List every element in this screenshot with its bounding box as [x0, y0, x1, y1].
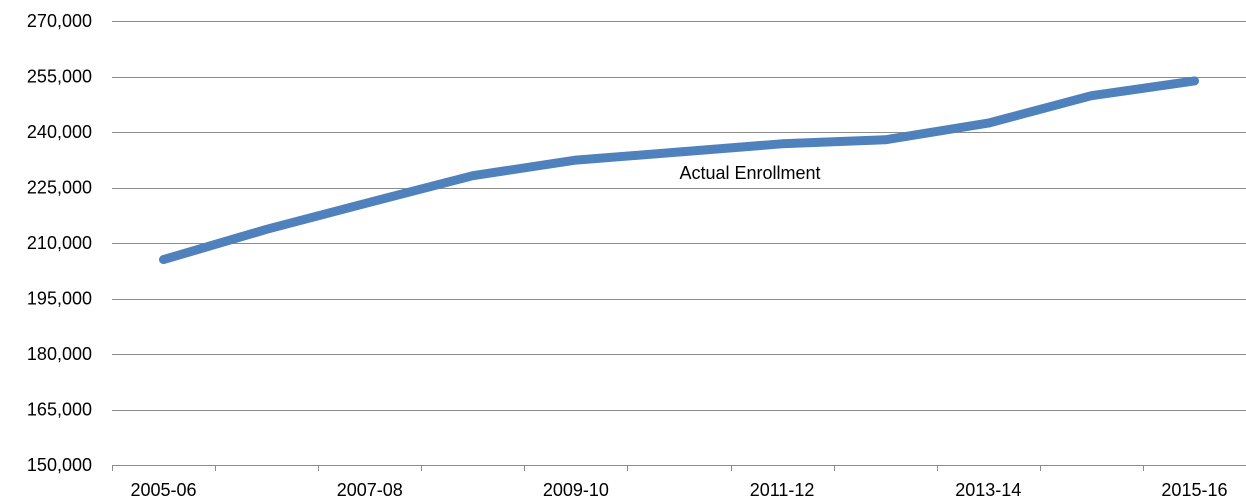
y-tick-label: 150,000: [27, 455, 92, 475]
y-tick-label: 225,000: [27, 178, 92, 198]
x-tick-label: 2013-14: [955, 480, 1021, 500]
y-tick-label: 240,000: [27, 122, 92, 142]
y-tick-label: 255,000: [27, 67, 92, 87]
x-tick-label: 2009-10: [543, 480, 609, 500]
x-tick-label: 2011-12: [750, 480, 815, 500]
x-axis: [112, 465, 1246, 471]
y-tick-label: 210,000: [27, 233, 92, 253]
x-tick-label: 2015-16: [1161, 480, 1227, 500]
x-axis-tick-labels: 2005-06 2007-08 2009-10 2011-12 2013-14 2015-…: [131, 480, 1228, 500]
y-axis-tick-labels: 150,000 165,000 180,000 195,000 210,000 225,0…: [27, 11, 92, 475]
y-tick-label: 270,000: [27, 11, 92, 31]
y-tick-label: 195,000: [27, 289, 92, 309]
x-tick-label: 2005-06: [131, 480, 197, 500]
y-tick-label: 180,000: [27, 344, 92, 364]
gridlines: [112, 21, 1246, 411]
series-annotation: Actual Enrollment: [679, 163, 820, 183]
y-tick-label: 165,000: [27, 400, 92, 420]
series-group: [159, 76, 1199, 265]
x-tick-label: 2007-08: [337, 480, 403, 500]
